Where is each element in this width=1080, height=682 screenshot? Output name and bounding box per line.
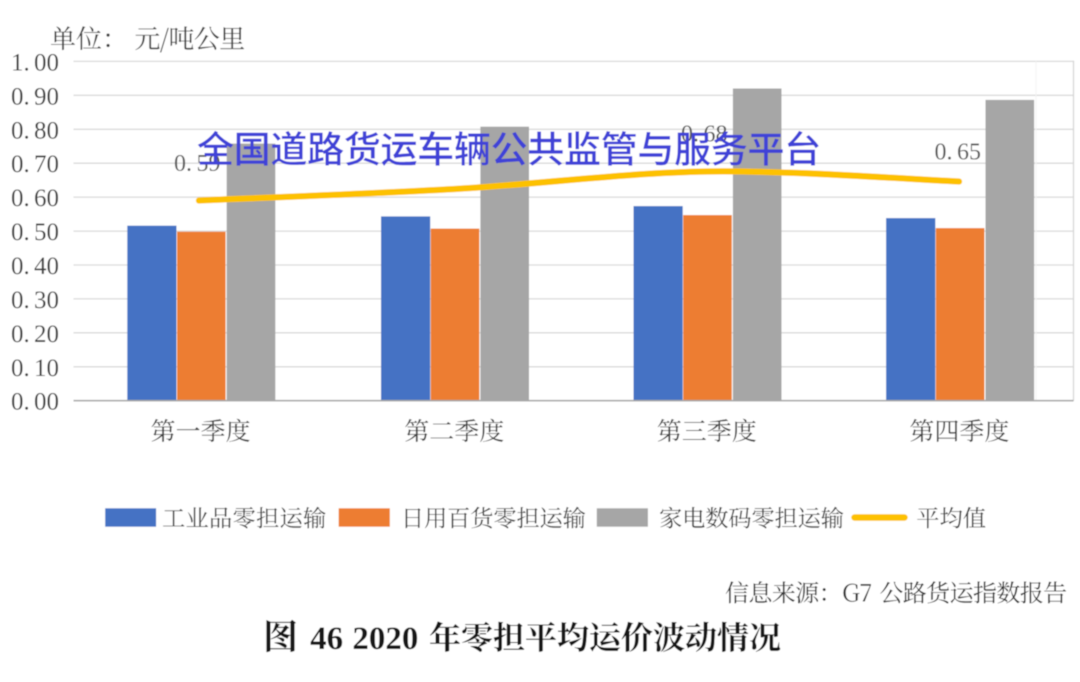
svg-text:0.00: 0. 00 <box>11 389 59 416</box>
svg-text:0.60: 0. 60 <box>11 185 59 212</box>
svg-text:0.10: 0. 10 <box>11 355 59 382</box>
svg-text:0.70: 0. 70 <box>11 151 59 178</box>
svg-text:1.00: 1. 00 <box>11 49 59 76</box>
svg-text:2020: 2020 <box>352 621 418 657</box>
svg-text:0.80: 0. 80 <box>11 117 59 144</box>
svg-text:0.90: 0. 90 <box>11 83 59 110</box>
svg-text:46: 46 <box>310 621 343 657</box>
svg-text:0.30: 0. 30 <box>11 287 59 314</box>
svg-text:0.65: 0. 65 <box>935 140 982 166</box>
svg-text:0.40: 0. 40 <box>11 253 59 280</box>
svg-text:0.50: 0. 50 <box>11 219 59 246</box>
svg-text:0.20: 0. 20 <box>11 321 59 348</box>
